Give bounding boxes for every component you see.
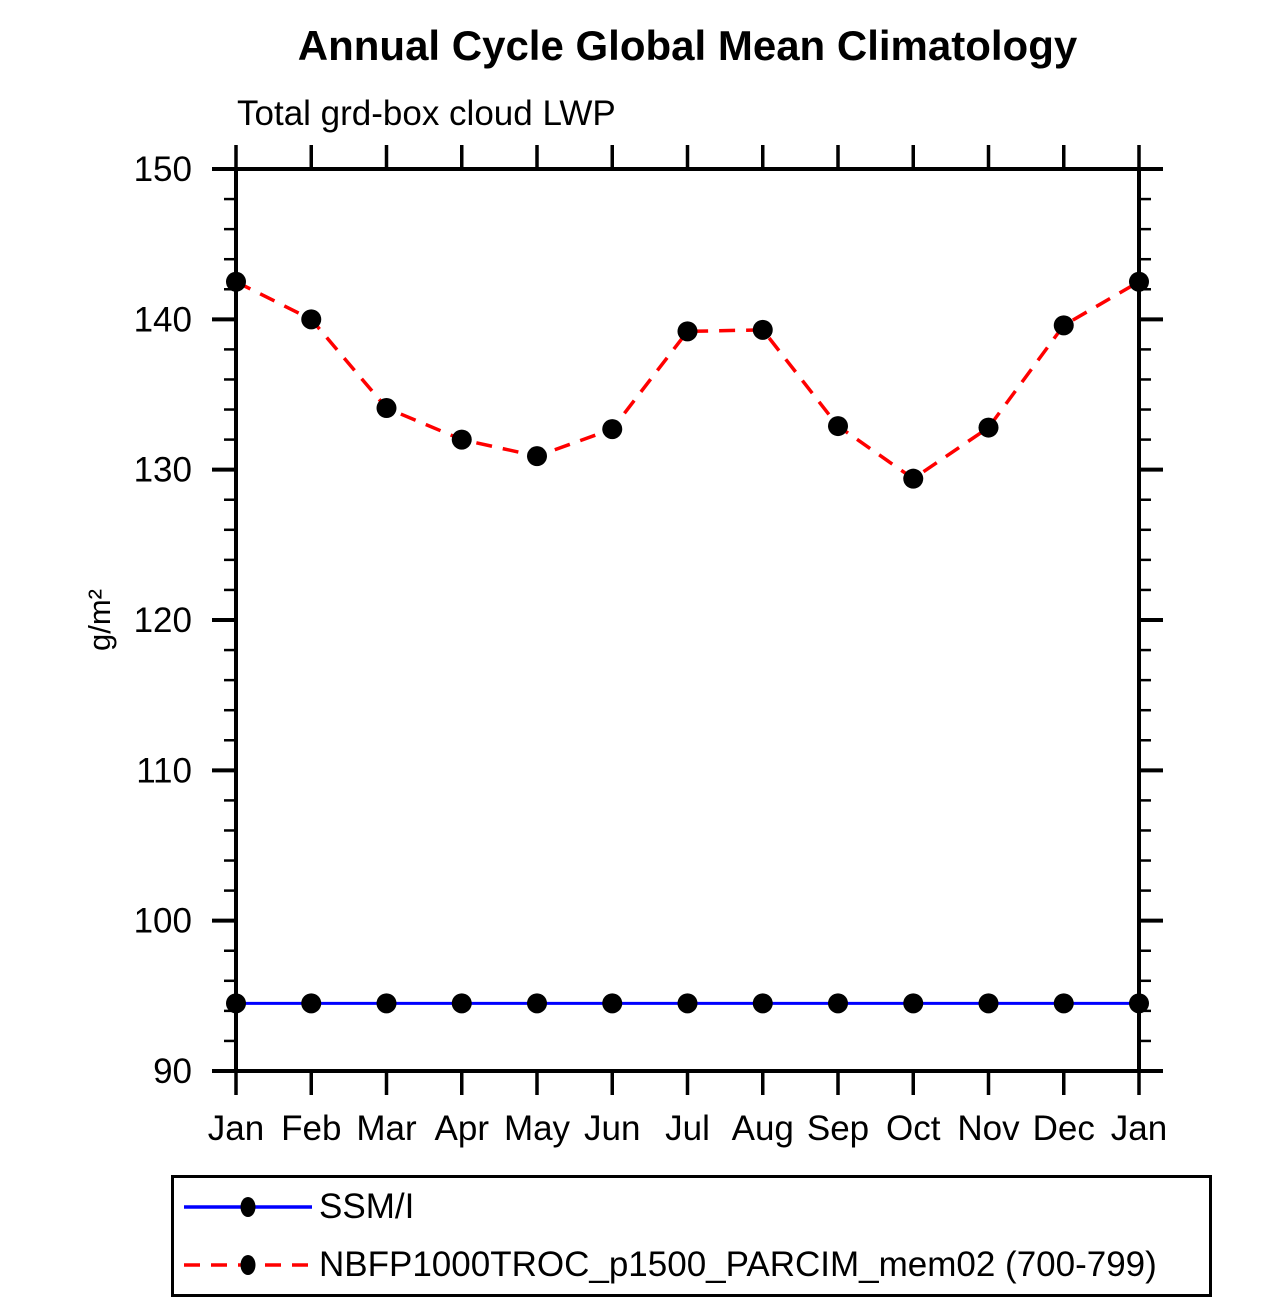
x-tick-label: Jan [208, 1109, 264, 1148]
x-tick-label: Apr [435, 1109, 490, 1148]
legend-row-ssmi: SSM/I [174, 1186, 1209, 1228]
series-1-marker [677, 321, 698, 342]
series-1-marker [978, 417, 999, 438]
series-0-marker [978, 993, 999, 1014]
y-tick-label: 90 [153, 1052, 192, 1091]
series-1-marker [226, 271, 246, 292]
series-1-marker [451, 429, 472, 450]
series-line-1 [235, 280, 1140, 481]
x-tick-label: Feb [281, 1109, 341, 1148]
x-tick-label: Dec [1033, 1109, 1095, 1148]
series-1-marker [1053, 315, 1074, 336]
series-0-marker [602, 993, 623, 1014]
legend-box: SSM/I NBFP1000TROC_p1500_PARCIM_mem02 (7… [171, 1175, 1212, 1297]
series-1-marker [1129, 271, 1149, 292]
x-tick-label: Oct [886, 1109, 941, 1148]
legend-line-sample-dashed [184, 1255, 312, 1275]
legend-row-nbfp: NBFP1000TROC_p1500_PARCIM_mem02 (700-799… [174, 1244, 1209, 1286]
series-1-marker [903, 468, 924, 489]
plot-frame [234, 167, 1141, 1073]
series-1-marker [752, 319, 773, 340]
x-tick-label: Jul [665, 1109, 710, 1148]
y-axis-label: g/m² [82, 589, 117, 651]
series-0-marker [1053, 993, 1074, 1014]
series-0-marker [752, 993, 773, 1014]
series-0-marker [376, 993, 397, 1014]
series-0-marker [677, 993, 698, 1014]
x-tick-label: Mar [356, 1109, 417, 1148]
series-1-marker [527, 446, 547, 467]
chart-title: Annual Cycle Global Mean Climatology [297, 22, 1078, 69]
y-tick-label: 140 [134, 300, 192, 339]
series-1-marker [376, 398, 397, 419]
y-tick-label: 150 [134, 150, 192, 189]
series-1-marker [602, 419, 623, 440]
y-tick-label: 110 [136, 751, 192, 790]
x-tick-label: Jun [584, 1109, 640, 1148]
legend-line-sample-solid [184, 1197, 312, 1217]
y-tick-label: 120 [134, 601, 192, 640]
x-tick-label: Nov [957, 1109, 1020, 1148]
series-0-marker [301, 993, 322, 1014]
series-0-marker [828, 993, 848, 1014]
series-0-marker [451, 993, 472, 1014]
series-0-marker [226, 993, 246, 1014]
series-0-marker [903, 993, 924, 1014]
chart-subtitle: Total grd-box cloud LWP [237, 94, 616, 133]
series-1-marker [828, 416, 848, 437]
x-tick-label: Jan [1111, 1109, 1167, 1148]
legend-label-nbfp: NBFP1000TROC_p1500_PARCIM_mem02 (700-799… [319, 1245, 1157, 1284]
legend-label-ssmi: SSM/I [319, 1187, 415, 1226]
x-tick-label: Sep [807, 1109, 869, 1148]
series-0-marker [1129, 993, 1149, 1014]
y-tick-label: 130 [134, 451, 192, 490]
series-1-marker [301, 309, 322, 330]
x-tick-label: Aug [732, 1109, 794, 1148]
y-tick-label: 100 [134, 902, 192, 941]
x-tick-label: May [504, 1109, 571, 1148]
series-0-marker [527, 993, 547, 1014]
